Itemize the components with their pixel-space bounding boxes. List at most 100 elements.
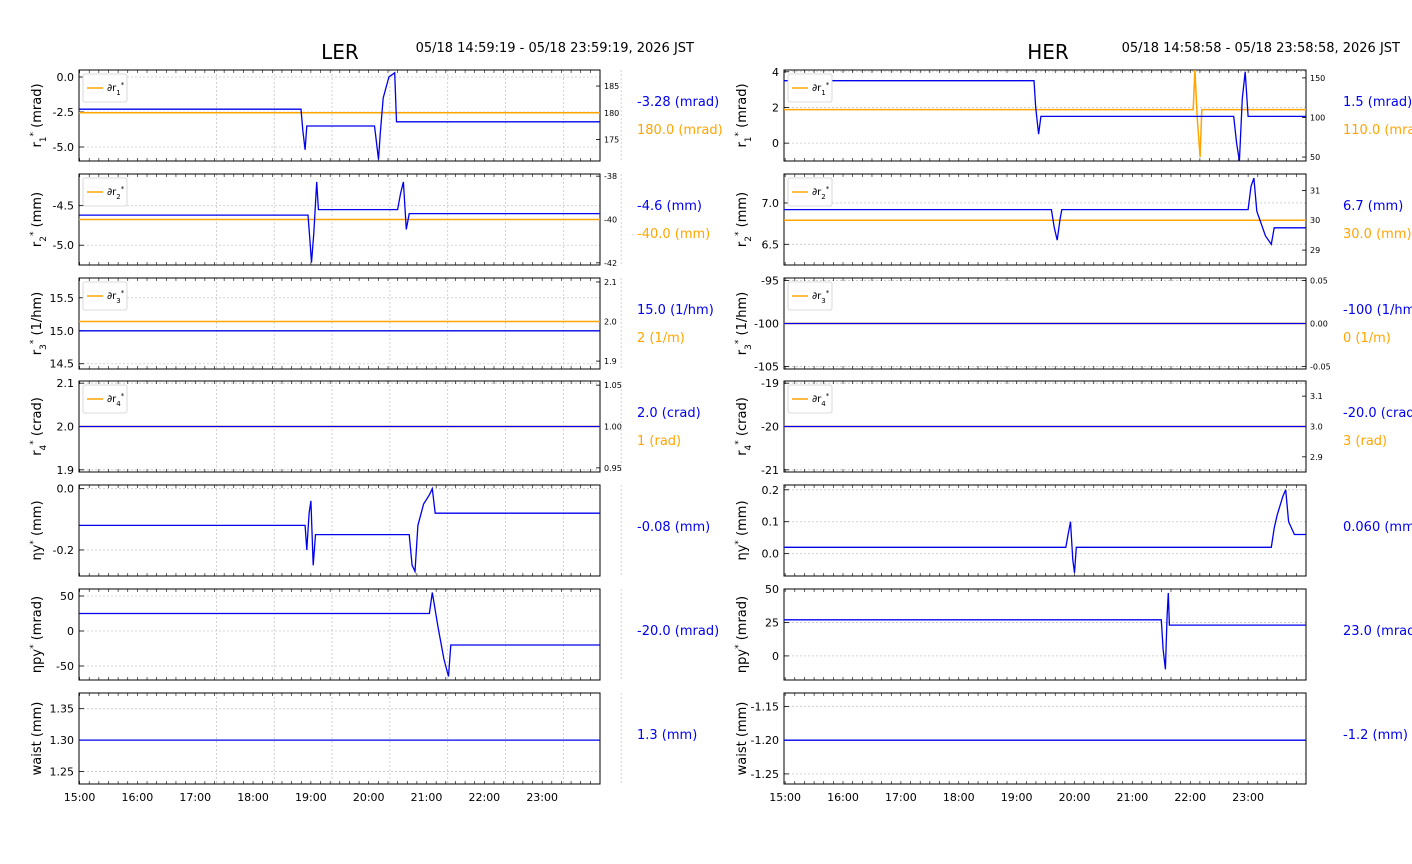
x-tick-label: 22:00 <box>1174 791 1206 804</box>
y2-tick-label: 3.1 <box>1310 392 1323 401</box>
y-tick-label: 1.35 <box>50 703 75 716</box>
y-tick-label: 4 <box>772 66 779 79</box>
legend-label: ∂r1* <box>812 81 830 97</box>
y2-tick-label: 50 <box>1310 153 1320 162</box>
legend-label: ∂r2* <box>107 185 125 201</box>
y-axis-label: r1* (mrad) <box>734 83 754 147</box>
y2-tick-label: 0.05 <box>1310 277 1328 286</box>
panel-5: 0.0 -0.2 ηy* (mm) -0.08 (mm) <box>29 483 710 577</box>
y-tick-label: -1.20 <box>751 734 779 747</box>
y2-tick-label: 185 <box>604 82 619 91</box>
x-tick-label: 15:00 <box>769 791 801 804</box>
y-tick-label: -95 <box>761 275 779 288</box>
legend-label: ∂r4* <box>812 392 830 408</box>
y-tick-label: -1.15 <box>751 700 779 713</box>
x-tick-label: 19:00 <box>295 791 327 804</box>
chart-title: HER <box>1027 40 1069 64</box>
readout-primary: 15.0 (1/hm) <box>637 303 714 318</box>
legend-box <box>82 281 128 311</box>
y2-tick-label: 2.1 <box>604 278 617 287</box>
y-tick-label: -100 <box>754 318 779 331</box>
y-tick-label: 0 <box>772 650 779 663</box>
x-tick-label: 22:00 <box>468 791 500 804</box>
panel-frame <box>783 692 1307 785</box>
x-tick-label: 18:00 <box>237 791 269 804</box>
y-axis-label: waist (mm) <box>735 702 750 776</box>
y-tick-label: 14.5 <box>50 358 75 371</box>
y-tick-label: 0 <box>67 625 74 638</box>
readout-primary: 1.5 (mrad) <box>1343 95 1412 110</box>
x-tick-label: 17:00 <box>179 791 211 804</box>
readout-secondary: 110.0 (mrad) <box>1343 123 1412 138</box>
readout-primary: -20.0 (crad) <box>1343 406 1412 421</box>
x-tick-label: 23:00 <box>526 791 558 804</box>
y2-tick-label: 1.00 <box>604 423 622 432</box>
x-tick-label: 15:00 <box>64 791 96 804</box>
series-line-primary <box>79 486 600 574</box>
readout-primary: 23.0 (mrad) <box>1343 624 1412 639</box>
series-line-secondary <box>784 69 1306 158</box>
readout-secondary: 0 (1/m) <box>1343 331 1391 346</box>
legend-box <box>82 73 128 103</box>
y-tick-label: -2.5 <box>53 106 74 119</box>
y-axis-label: waist (mm) <box>30 702 45 776</box>
y-tick-label: 2 <box>772 101 779 114</box>
readout-secondary: 1 (rad) <box>637 434 681 449</box>
y-tick-label: -21 <box>761 464 779 477</box>
y2-tick-label: -38 <box>604 172 617 181</box>
legend-label: ∂r3* <box>107 289 125 305</box>
panel-1: 4 2 0 150 100 50 ∂r1* r1* (mrad) 1.5 (mrad) 110.0… <box>734 66 1412 162</box>
y-tick-label: 15.0 <box>50 325 75 338</box>
panel-6: 50 0 -50 ηpy* (mrad) -20.0 (mrad) <box>29 588 719 681</box>
y-tick-label: -20 <box>761 421 779 434</box>
legend-box <box>787 177 833 207</box>
y-axis-label: ηpy* (mrad) <box>734 596 750 673</box>
y-tick-label: 0.1 <box>762 516 780 529</box>
panel-frame <box>78 484 601 577</box>
series-line-primary <box>784 592 1306 670</box>
y-axis-label: ηy* (mm) <box>734 500 750 560</box>
y-tick-label: 0.0 <box>762 548 780 561</box>
y2-tick-label: 29 <box>1310 246 1320 255</box>
readout-primary: -0.08 (mm) <box>637 520 710 535</box>
panel-6: 50 25 0 ηpy* (mrad) 23.0 (mrad) <box>734 583 1412 681</box>
panel-4: 2.1 2.0 1.9 1.05 1.00 0.95 ∂r4* r4* (crad) 2.0 (… <box>29 377 701 477</box>
y2-tick-label: 2.9 <box>1310 453 1323 462</box>
y-axis-label: r3* (1/hm) <box>734 292 754 355</box>
y2-tick-label: 150 <box>1310 74 1325 83</box>
readout-primary: -100 (1/hm) <box>1343 303 1412 318</box>
panel-2: -4.5 -5.0 -38 -40 -42 ∂r2* r2* (mm) -4.6 (mm) -4… <box>29 172 710 268</box>
y2-tick-label: 175 <box>604 136 619 145</box>
ler-column: LER 05/18 14:59:19 - 05/18 23:59:19, 2026… <box>29 40 723 804</box>
y-tick-label: 1.30 <box>50 734 75 747</box>
y-tick-label: 2.0 <box>57 421 75 434</box>
readout-primary: -4.6 (mm) <box>637 199 702 214</box>
x-tick-label: 23:00 <box>1232 791 1264 804</box>
legend-box <box>787 73 833 103</box>
readout-primary: 0.060 (mm) <box>1343 520 1412 535</box>
y2-tick-label: 1.05 <box>604 381 622 390</box>
readout-secondary: 30.0 (mm) <box>1343 227 1412 242</box>
y-tick-label: 0.0 <box>57 483 75 496</box>
x-tick-label: 21:00 <box>411 791 443 804</box>
series-line-primary <box>784 489 1306 573</box>
legend-box <box>787 384 833 414</box>
legend-box <box>787 281 833 311</box>
y2-tick-label: -0.05 <box>1310 362 1331 371</box>
readout-secondary: -40.0 (mm) <box>637 227 710 242</box>
x-tick-label: 20:00 <box>353 791 385 804</box>
series-line-primary <box>784 177 1306 246</box>
panel-frame <box>78 277 601 370</box>
readout-primary: -20.0 (mrad) <box>637 624 719 639</box>
readout-primary: 1.3 (mm) <box>637 728 697 743</box>
series-line-primary <box>784 71 1306 162</box>
panel-5: 0.2 0.1 0.0 ηy* (mm) 0.060 (mm) <box>734 484 1412 577</box>
y2-tick-label: -42 <box>604 259 617 268</box>
y-tick-label: 1.25 <box>50 765 75 778</box>
series-line-primary <box>79 181 600 263</box>
legend-label: ∂r1* <box>107 81 125 97</box>
y-axis-label: ηpy* (mrad) <box>29 596 45 673</box>
time-range: 05/18 14:59:19 - 05/18 23:59:19, 2026 JS… <box>416 41 694 56</box>
